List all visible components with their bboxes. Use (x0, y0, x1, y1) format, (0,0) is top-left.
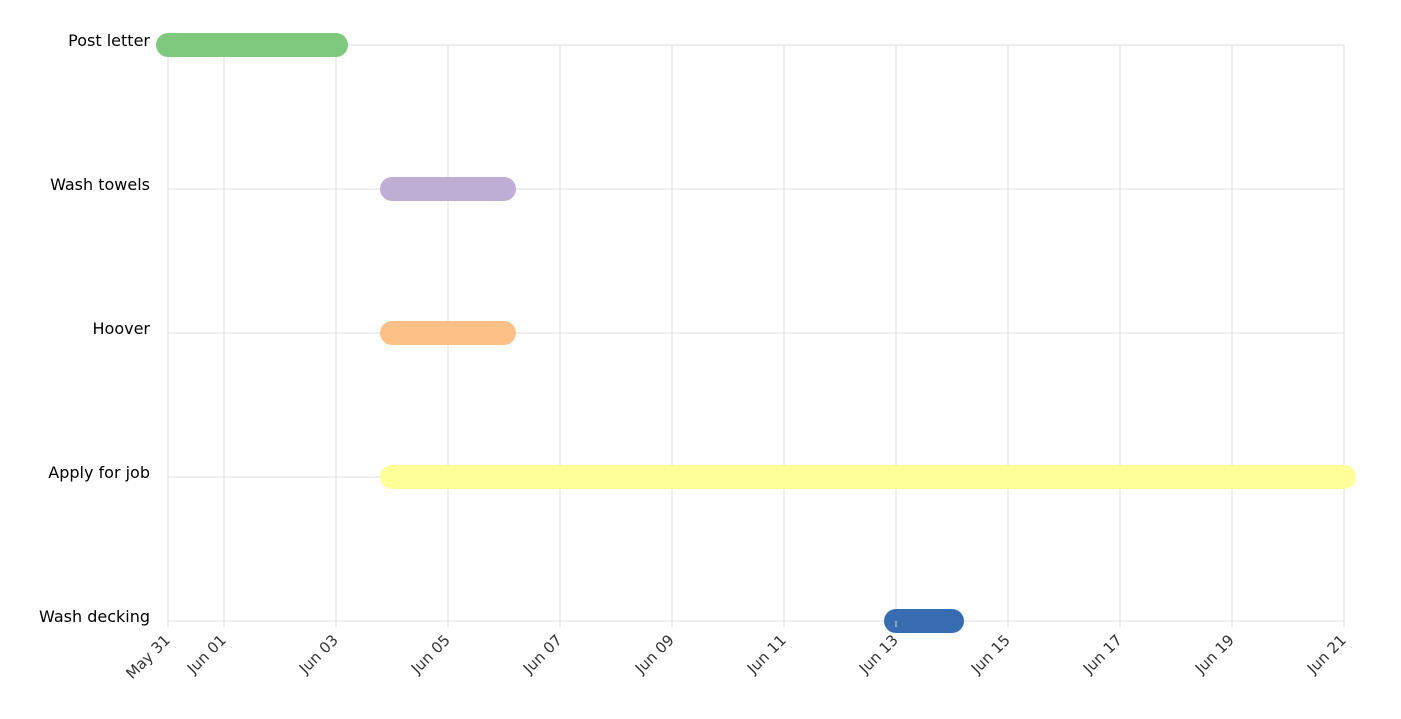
x-tick-label: Jun 05 (407, 631, 454, 678)
x-tick-label: Jun 11 (743, 631, 790, 678)
task-bars (156, 33, 1356, 633)
task-label: Hoover (93, 319, 151, 338)
x-tick-label: Jun 01 (183, 631, 230, 678)
task-label: Post letter (68, 31, 150, 50)
x-axis-ticks: May 31 Jun 01 Jun 03 Jun 05 Jun 07 Jun 09 Jun … (122, 621, 1350, 683)
x-tick-label: Jun 17 (1079, 631, 1126, 678)
grid (167, 44, 1345, 622)
task-label: Wash towels (50, 175, 150, 194)
x-tick-label: Jun 09 (631, 631, 678, 678)
task-label: Wash decking (39, 607, 150, 626)
x-tick-label: Jun 21 (1303, 631, 1350, 678)
x-tick-label: Jun 15 (967, 631, 1014, 678)
x-tick-label: Jun 13 (855, 631, 902, 678)
x-tick-label: Jun 19 (1191, 631, 1238, 678)
task-labels: Post letter Wash towels Hoover Apply for jo… (39, 31, 150, 626)
task-label: Apply for job (48, 463, 150, 482)
x-tick-label: Jun 03 (295, 631, 342, 678)
x-tick-label: Jun 07 (519, 631, 566, 678)
x-tick-label: May 31 (122, 631, 174, 683)
